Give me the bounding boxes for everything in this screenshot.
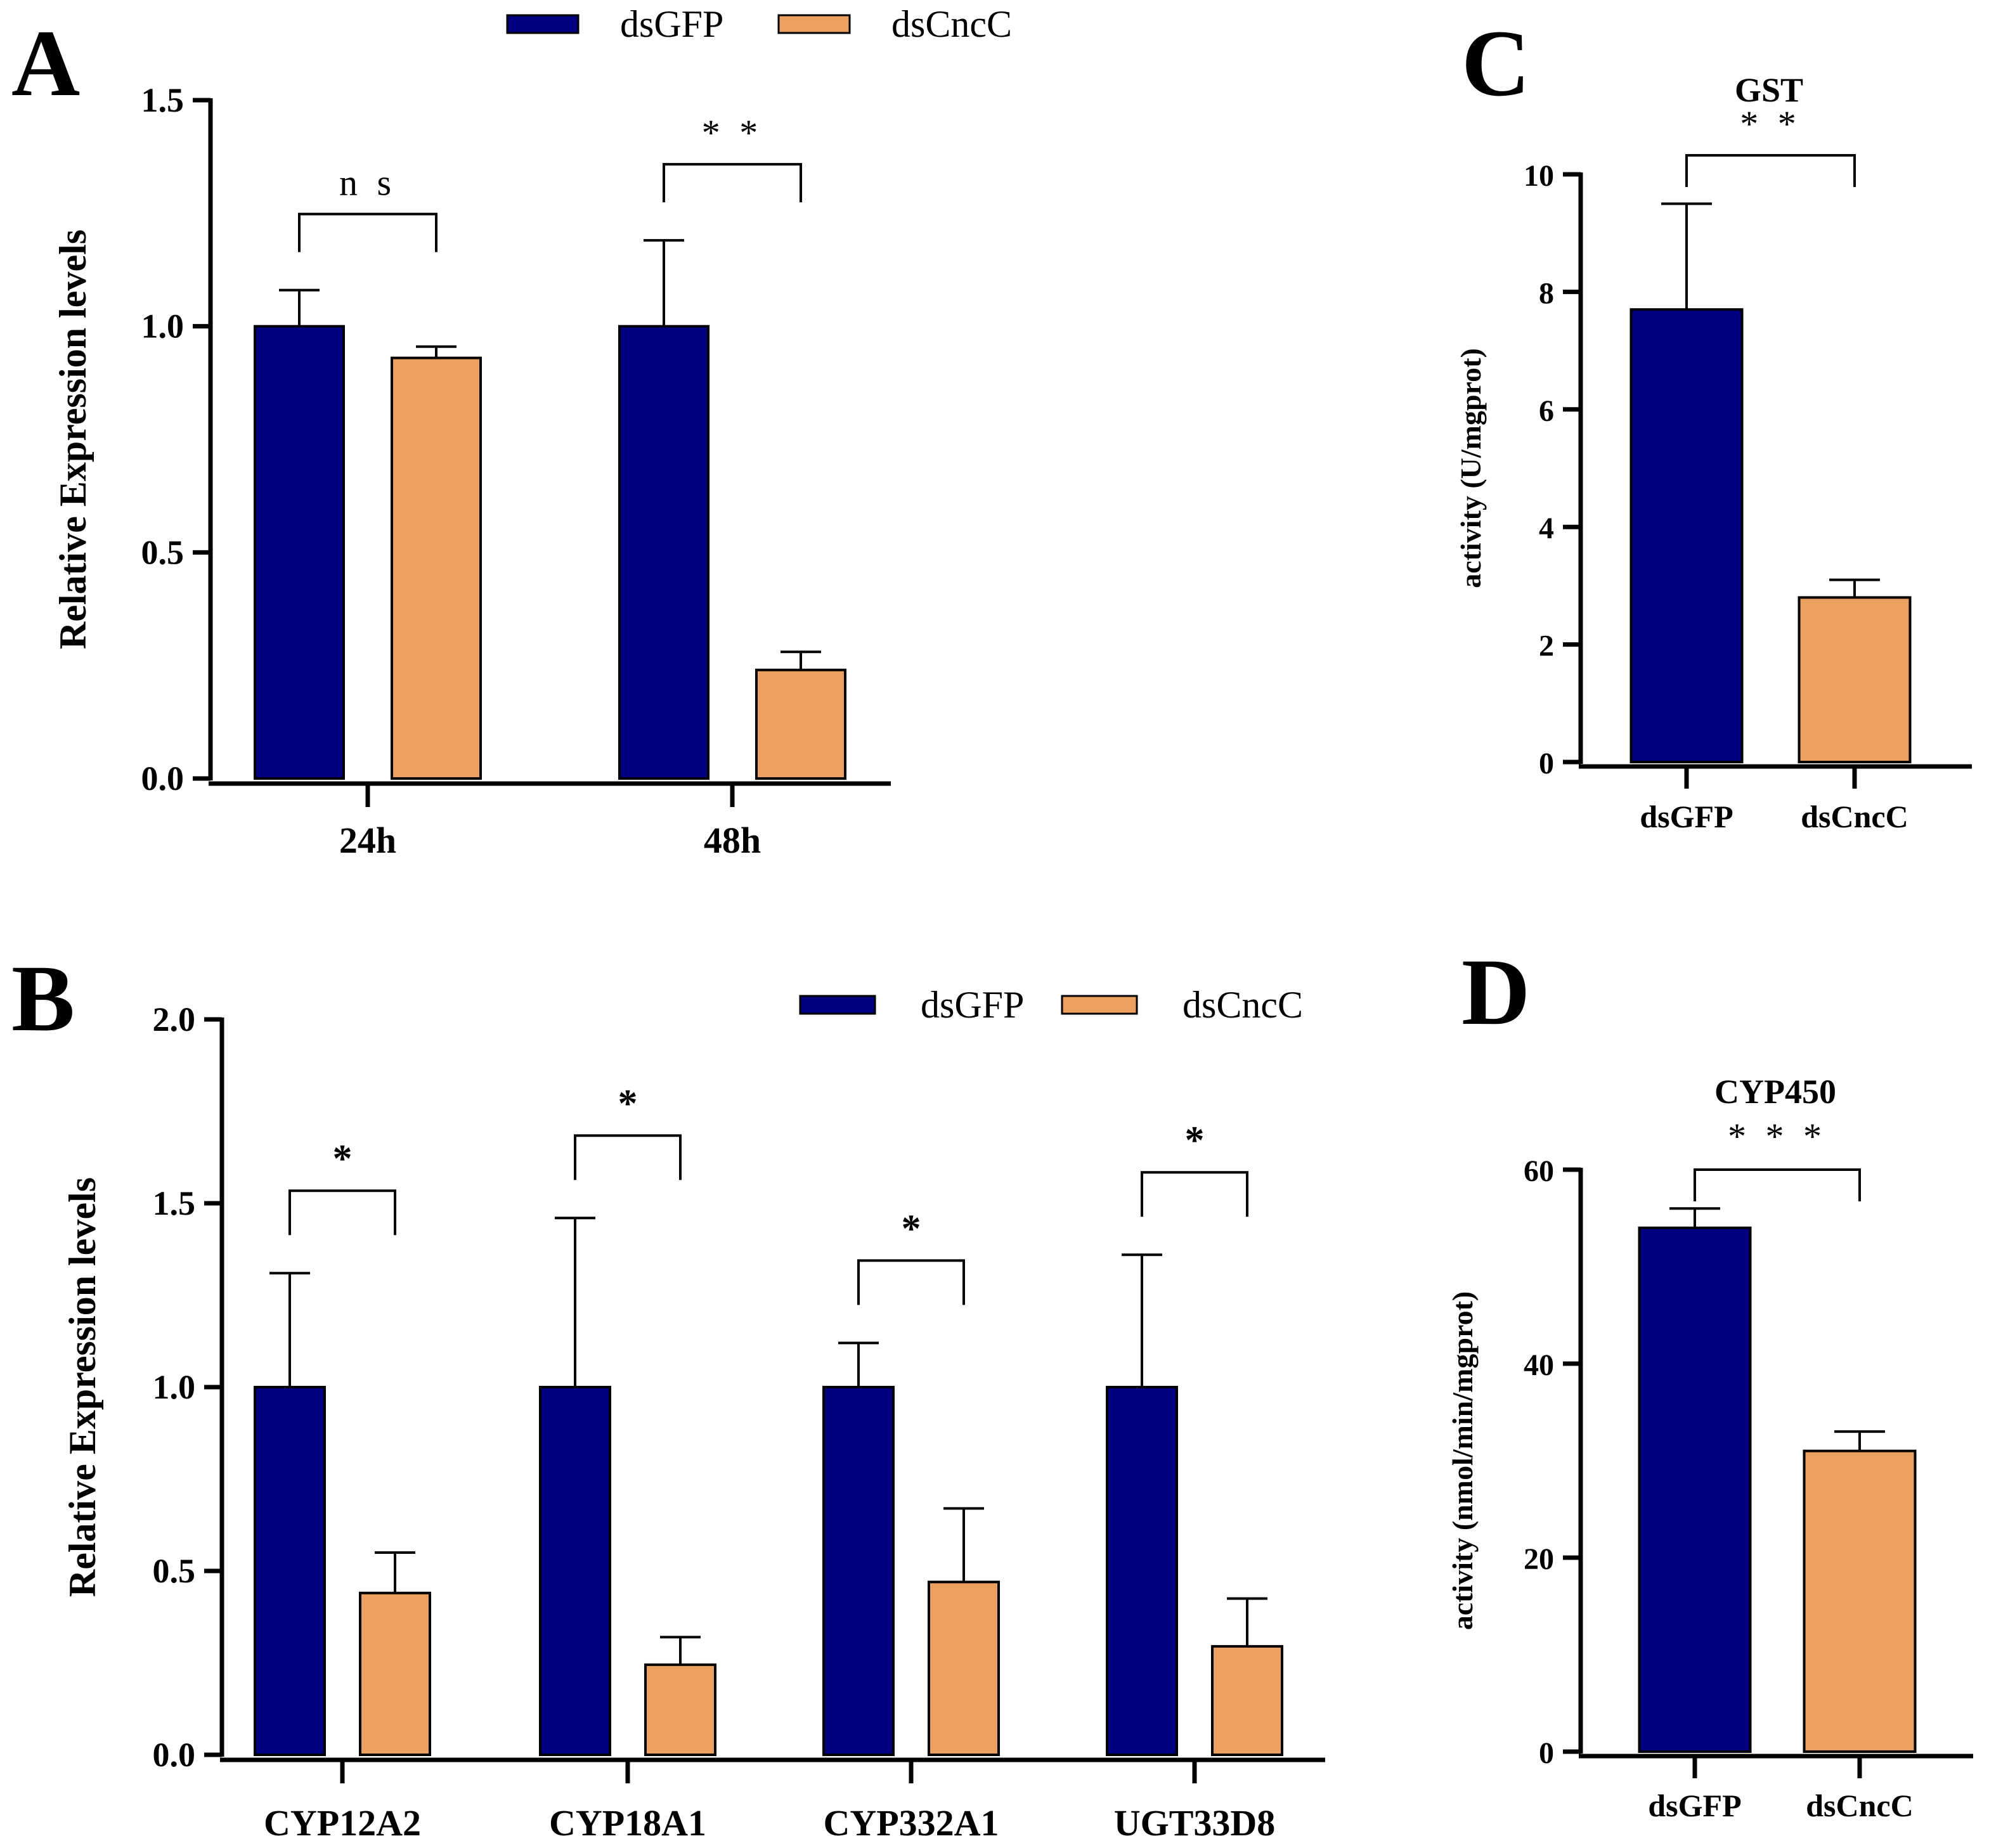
bar-dscncc-24h bbox=[391, 356, 482, 780]
x-category-label: CYP12A2 bbox=[264, 1802, 421, 1844]
significance-label: * bbox=[1185, 1119, 1205, 1162]
bar-dsgfp-24h bbox=[254, 325, 345, 780]
bar-dsgfp bbox=[1629, 308, 1744, 763]
panel-c-y-tick-label: 10 bbox=[1524, 159, 1554, 193]
panel-letter-c: C bbox=[1461, 11, 1530, 116]
panel-letter-b: B bbox=[11, 946, 75, 1051]
x-category-label: dsGFP bbox=[1640, 799, 1733, 834]
panel-c-y-axis-label: activity (U/mgprot) bbox=[1454, 348, 1487, 588]
x-category-label: 48h bbox=[704, 820, 761, 861]
panel-b-y-axis-label: Relative Expression levels bbox=[62, 1177, 103, 1597]
panel-b-y-tick-label: 1.0 bbox=[153, 1368, 196, 1406]
panel-c-y-tick-label: 4 bbox=[1539, 512, 1554, 545]
legend-panel-a: dsGFP dsCncC bbox=[506, 3, 1012, 45]
legend-panel-b: dsGFP dsCncC bbox=[799, 984, 1303, 1026]
panel-a: A 0.0 0.5 1.0 1.5 Relative Expression levels 2… bbox=[11, 11, 891, 861]
panel-c-y-tick-label: 6 bbox=[1539, 394, 1554, 428]
x-category-label: CYP332A1 bbox=[823, 1802, 999, 1844]
legend-label-dscncc: dsCncC bbox=[1182, 984, 1303, 1026]
panel-d-title: CYP450 bbox=[1714, 1073, 1836, 1111]
significance-bracket bbox=[574, 1134, 682, 1180]
panel-b: B 0.0 0.5 1.0 1.5 2.0 Relative Expression leve… bbox=[11, 946, 1325, 1844]
significance-bracket bbox=[1694, 1168, 1861, 1201]
panel-a-y-tick-label: 0.5 bbox=[141, 533, 185, 571]
panel-a-y-axis-label: Relative Expression levels bbox=[52, 229, 94, 649]
panel-d-y-axis-label: activity (nmol/min/mgprot) bbox=[1446, 1291, 1479, 1630]
panel-d-y-tick-label: 20 bbox=[1524, 1542, 1554, 1576]
significance-label: * bbox=[902, 1207, 921, 1250]
x-category-label: CYP18A1 bbox=[549, 1802, 706, 1844]
panel-d: D CYP450 0 20 40 60 activity (nmol/min/mgprot)… bbox=[1446, 940, 1973, 1823]
legend-label-dsgfp: dsGFP bbox=[921, 984, 1024, 1026]
panel-c-title: GST bbox=[1735, 71, 1803, 109]
significance-bracket bbox=[663, 163, 802, 203]
panel-a-y-tick-label: 1.5 bbox=[141, 81, 185, 119]
bar-dsgfp-cyp332a1 bbox=[822, 1386, 895, 1756]
x-category-label: dsCncC bbox=[1801, 799, 1908, 834]
bar-dsgfp-ugt33d8 bbox=[1106, 1386, 1178, 1756]
legend-swatch-dscncc bbox=[777, 14, 851, 34]
x-category-label: dsCncC bbox=[1806, 1788, 1913, 1823]
bar-dscncc-cyp332a1 bbox=[928, 1580, 1000, 1756]
panel-a-y-tick-label: 1.0 bbox=[141, 307, 185, 346]
bar-dscncc-cyp18a1 bbox=[644, 1663, 716, 1756]
bar-dsgfp bbox=[1638, 1226, 1752, 1754]
significance-bracket bbox=[1685, 154, 1856, 187]
significance-bracket bbox=[857, 1259, 965, 1305]
panel-b-y-tick-label: 0.5 bbox=[153, 1552, 196, 1590]
bar-dsgfp-cyp18a1 bbox=[539, 1386, 611, 1756]
panel-b-y-tick-label: 1.5 bbox=[153, 1184, 196, 1222]
bar-dscncc-48h bbox=[755, 668, 846, 780]
panel-b-y-tick-label: 0.0 bbox=[153, 1736, 196, 1774]
significance-bracket bbox=[298, 212, 437, 252]
panel-d-y-tick-label: 40 bbox=[1524, 1348, 1554, 1382]
bar-dscncc bbox=[1798, 596, 1912, 763]
panel-letter-a: A bbox=[11, 11, 80, 116]
panel-d-y-tick-label: 0 bbox=[1539, 1736, 1554, 1770]
legend-swatch-dsgfp bbox=[506, 14, 580, 34]
bar-dscncc-ugt33d8 bbox=[1211, 1644, 1283, 1756]
bar-dsgfp-48h bbox=[618, 325, 709, 780]
legend-label-dscncc: dsCncC bbox=[891, 3, 1012, 45]
panel-c-y-tick-label: 0 bbox=[1539, 747, 1554, 780]
panel-letter-d: D bbox=[1461, 940, 1530, 1045]
legend-label-dsgfp: dsGFP bbox=[620, 3, 723, 45]
bar-dscncc-cyp12a2 bbox=[359, 1591, 431, 1757]
panel-a-y-tick-label: 0.0 bbox=[141, 759, 185, 798]
significance-bracket bbox=[1141, 1171, 1248, 1217]
significance-label: * bbox=[333, 1137, 353, 1180]
x-category-label: 24h bbox=[339, 820, 396, 861]
panel-d-y-tick-label: 60 bbox=[1524, 1154, 1554, 1188]
bar-dscncc bbox=[1803, 1449, 1917, 1753]
bar-dsgfp-cyp12a2 bbox=[254, 1386, 326, 1756]
x-category-label: dsGFP bbox=[1648, 1788, 1741, 1823]
significance-bracket bbox=[288, 1189, 396, 1236]
significance-label: * * * bbox=[1728, 1116, 1827, 1157]
panel-c: C GST 0 2 4 6 8 10 activity (U/mgprot) dsGFP dsCnc… bbox=[1454, 11, 1972, 834]
significance-label: * * bbox=[702, 112, 763, 153]
significance-label: * bbox=[618, 1082, 638, 1125]
x-category-label: UGT33D8 bbox=[1114, 1802, 1276, 1844]
significance-label: n s bbox=[339, 162, 396, 204]
legend-swatch-dsgfp bbox=[799, 995, 876, 1015]
significance-label: * * bbox=[1740, 103, 1801, 145]
panel-c-y-tick-label: 8 bbox=[1539, 276, 1554, 310]
panel-b-y-tick-label: 2.0 bbox=[153, 1000, 196, 1038]
panel-c-y-tick-label: 2 bbox=[1539, 630, 1554, 663]
legend-swatch-dscncc bbox=[1061, 995, 1138, 1015]
